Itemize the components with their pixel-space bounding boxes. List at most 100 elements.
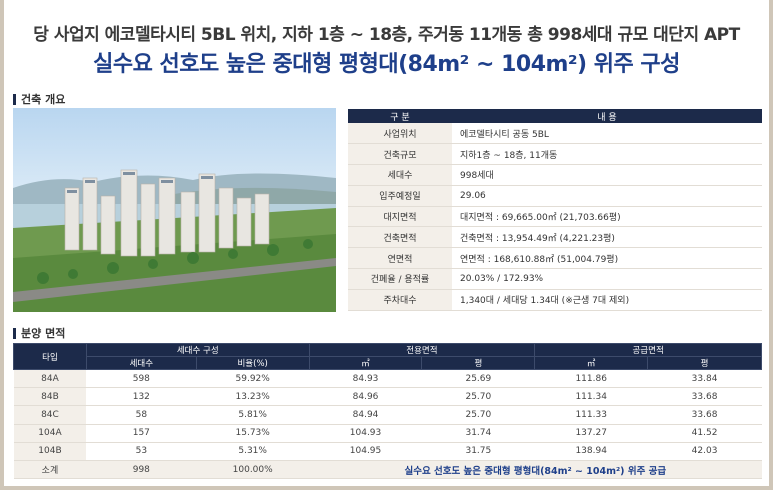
overview-table: 구 분 내 용 사업위치 에코델타시티 공동 5BL 건축규모 지하1층 ~ 18층…: [348, 109, 762, 311]
supply-count: 598: [86, 369, 197, 389]
overview-row-coverage-ratio: 건폐율 / 용적률 20.03% / 172.93%: [348, 268, 762, 290]
supply-ex-pyeong: 31.74: [421, 424, 535, 443]
supply-sp-sqm: 111.86: [534, 369, 648, 389]
supply-header-ex-pyeong: 평: [421, 356, 536, 370]
overview-key: 입주예정일: [348, 185, 452, 207]
supply-header-count: 세대수: [85, 356, 197, 370]
overview-value: 연면적 : 168,610.88㎡ (51,004.79평): [452, 247, 762, 270]
overview-header-category: 구 분: [348, 109, 452, 123]
section-title-supply: 분양 면적: [13, 325, 65, 341]
supply-sp-pyeong: 42.03: [647, 442, 762, 461]
supply-row: 104B 53 5.31% 104.95 31.75 138.94 42.03: [13, 442, 762, 461]
supply-row: 84A 598 59.92% 84.93 25.69 111.86 33.84: [13, 369, 762, 389]
supply-ratio: 15.73%: [196, 424, 310, 443]
supply-sp-sqm: 111.33: [534, 405, 648, 425]
supply-total-label: 소계: [13, 460, 87, 480]
supply-header-exclusive: 전용면적: [308, 343, 536, 357]
overview-row-site-area: 대지면적 대지면적 : 69,665.00㎡ (21,703.66평): [348, 206, 762, 228]
supply-row: 84B 132 13.23% 84.96 25.70 111.34 33.68: [13, 387, 762, 407]
supply-ratio: 59.92%: [196, 369, 310, 389]
supply-header-ex-sqm: ㎡: [308, 356, 423, 370]
overview-key: 세대수: [348, 164, 452, 186]
overview-key: 대지면적: [348, 206, 452, 228]
supply-total-ratio: 100.00%: [196, 460, 310, 480]
section-title-supply-label: 분양 면적: [21, 327, 66, 340]
supply-header-sp-pyeong: 평: [647, 356, 762, 370]
section-marker: [13, 327, 16, 339]
supply-total-row: 소계 998 100.00% 실수요 선호도 높은 중대형 평형대(84m² ~…: [13, 460, 762, 480]
overview-key: 건축규모: [348, 143, 452, 166]
supply-header-household: 세대수 구성: [85, 343, 310, 357]
overview-row-scale: 건축규모 지하1층 ~ 18층, 11개동: [348, 143, 762, 166]
section-title-overview-label: 건축 개요: [21, 93, 66, 106]
supply-count: 132: [86, 387, 197, 407]
supply-ex-pyeong: 31.75: [421, 442, 535, 461]
supply-sp-pyeong: 33.68: [647, 405, 762, 425]
overview-key: 건축면적: [348, 226, 452, 249]
complex-rendering-illustration: [13, 169, 336, 312]
overview-row-building-area: 건축면적 건축면적 : 13,954.49㎡ (4,221.23평): [348, 226, 762, 249]
supply-sp-pyeong: 33.84: [647, 369, 762, 389]
supply-sp-sqm: 138.94: [534, 442, 648, 461]
supply-header-sp-sqm: ㎡: [534, 356, 649, 370]
supply-ex-sqm: 104.93: [309, 424, 422, 443]
supply-count: 157: [86, 424, 197, 443]
supply-header-row-1: 타입 세대수 구성 전용면적 공급면적: [13, 343, 762, 370]
supply-sp-sqm: 111.34: [534, 387, 648, 407]
overview-value: 지하1층 ~ 18층, 11개동: [452, 143, 762, 166]
overview-row-gross-area: 연면적 연면적 : 168,610.88㎡ (51,004.79평): [348, 247, 762, 270]
supply-type: 84C: [13, 405, 87, 425]
overview-header-row: 구 분 내 용: [348, 109, 762, 123]
overview-value: 건축면적 : 13,954.49㎡ (4,221.23평): [452, 226, 762, 249]
supply-row: 104A 157 15.73% 104.93 31.74 137.27 41.5…: [13, 424, 762, 443]
overview-key: 사업위치: [348, 123, 452, 145]
headline-summary: 당 사업지 에코델타시티 5BL 위치, 지하 1층 ~ 18층, 주거동 11…: [33, 25, 740, 45]
supply-total-count: 998: [86, 460, 197, 480]
page-bottom-border: [0, 486, 773, 490]
overview-value: 29.06: [452, 185, 762, 207]
supply-ratio: 5.81%: [196, 405, 310, 425]
overview-header-content: 내 용: [452, 109, 762, 123]
headline-main: 실수요 선호도 높은 중대형 평형대(84m² ~ 104m²) 위주 구성: [93, 52, 680, 77]
supply-ex-sqm: 104.95: [309, 442, 422, 461]
supply-type: 84A: [13, 369, 87, 389]
overview-row-households: 세대수 998세대: [348, 164, 762, 186]
overview-row-parking: 주차대수 1,340대 / 세대당 1.34대 (※근생 7대 제외): [348, 289, 762, 311]
overview-value: 대지면적 : 69,665.00㎡ (21,703.66평): [452, 206, 762, 228]
supply-header-row-2: 세대수 비율(%) ㎡ 평 ㎡ 평: [14, 356, 762, 370]
supply-header-supply: 공급면적: [534, 343, 762, 357]
supply-count: 58: [86, 405, 197, 425]
overview-value: 1,340대 / 세대당 1.34대 (※근생 7대 제외): [452, 289, 762, 311]
page: 당 사업지 에코델타시티 5BL 위치, 지하 1층 ~ 18층, 주거동 11…: [4, 0, 769, 490]
section-title-overview: 건축 개요: [13, 91, 65, 107]
supply-header-ratio: 비율(%): [195, 356, 310, 370]
supply-sp-pyeong: 33.68: [647, 387, 762, 407]
supply-type: 84B: [13, 387, 87, 407]
supply-ex-pyeong: 25.70: [421, 405, 535, 425]
overview-value: 20.03% / 172.93%: [452, 268, 762, 290]
overview-value: 에코델타시티 공동 5BL: [452, 123, 762, 145]
supply-ex-pyeong: 25.69: [421, 369, 535, 389]
supply-ex-sqm: 84.93: [309, 369, 422, 389]
supply-count: 53: [86, 442, 197, 461]
supply-area-table: 타입 세대수 구성 전용면적 공급면적 세대수 비율(%) ㎡ 평 ㎡ 평 84…: [13, 343, 762, 480]
overview-value: 998세대: [452, 164, 762, 186]
section-marker: [13, 93, 16, 105]
supply-ex-pyeong: 25.70: [421, 387, 535, 407]
supply-ratio: 13.23%: [196, 387, 310, 407]
supply-total-note: 실수요 선호도 높은 중대형 평형대(84m² ~ 104m²) 위주 공급: [309, 460, 762, 480]
overview-key: 주차대수: [348, 289, 452, 311]
supply-type: 104A: [13, 424, 87, 443]
supply-header-type: 타입: [13, 343, 87, 370]
supply-type: 104B: [13, 442, 87, 461]
supply-ex-sqm: 84.96: [309, 387, 422, 407]
overview-key: 건폐율 / 용적률: [348, 268, 452, 290]
supply-ratio: 5.31%: [196, 442, 310, 461]
complex-rendering-image: [13, 108, 336, 312]
supply-sp-pyeong: 41.52: [647, 424, 762, 443]
overview-key: 연면적: [348, 247, 452, 270]
overview-row-move-in: 입주예정일 29.06: [348, 185, 762, 207]
supply-sp-sqm: 137.27: [534, 424, 648, 443]
supply-ex-sqm: 84.94: [309, 405, 422, 425]
supply-row: 84C 58 5.81% 84.94 25.70 111.33 33.68: [13, 405, 762, 425]
